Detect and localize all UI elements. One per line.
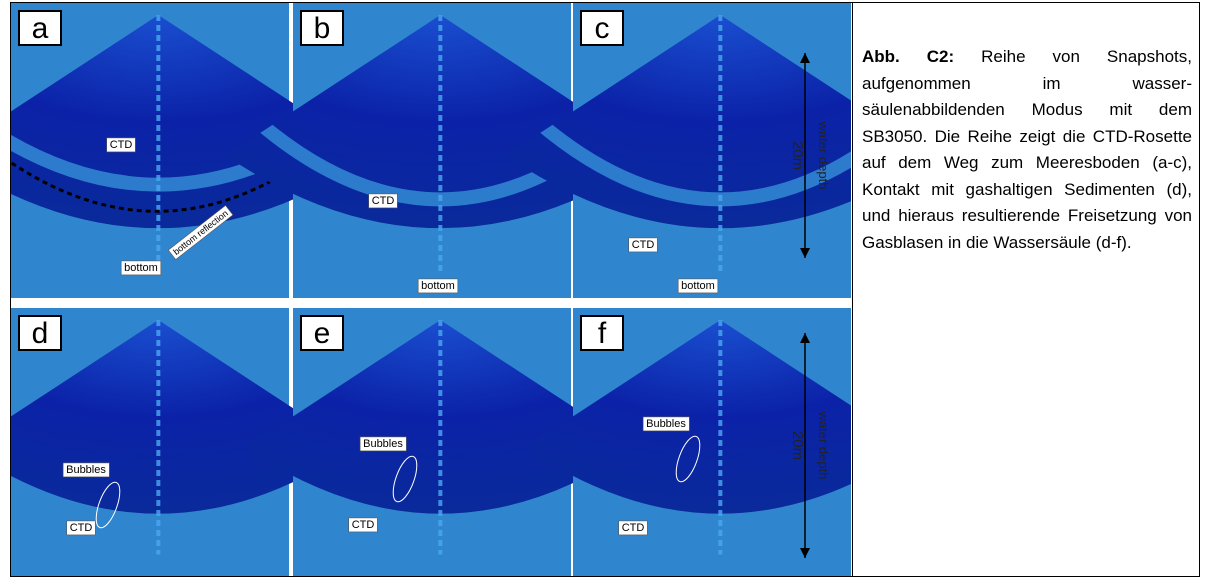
- annotation: CTD: [622, 522, 645, 534]
- annotation: CTD: [110, 139, 133, 151]
- scale-label: water depth: [816, 411, 831, 480]
- caption-title: Abb. C2:: [862, 47, 954, 66]
- divider: [852, 2, 853, 577]
- annotation: CTD: [70, 522, 93, 534]
- annotation: Bubbles: [646, 418, 686, 430]
- panel: f Bubbles CTD water depth 20m: [525, 308, 851, 576]
- panel-letter: b: [314, 12, 331, 45]
- annotation: Bubbles: [363, 438, 403, 450]
- annotation: CTD: [372, 195, 395, 207]
- panel-letter: c: [595, 12, 610, 45]
- scale-label: water depth: [816, 121, 831, 190]
- scale-length: 20m: [789, 141, 806, 170]
- annotation: Bubbles: [66, 464, 106, 476]
- panel-letter: a: [32, 12, 49, 45]
- page: aCTDbottom reflectionbottombCTDbottomcCT…: [0, 0, 1206, 579]
- panel-letter: d: [32, 317, 49, 350]
- annotation: CTD: [352, 519, 375, 531]
- annotation: bottom: [421, 280, 455, 292]
- annotation: bottom: [681, 280, 715, 292]
- caption-text: Reihe von Snapshots, aufgenommen im wass…: [862, 47, 1192, 252]
- annotation: bottom: [124, 262, 158, 274]
- caption: Abb. C2: Reihe von Snapshots, aufgenomme…: [862, 44, 1192, 256]
- annotation: CTD: [632, 239, 655, 251]
- panel-letter: f: [598, 317, 607, 350]
- panel-letter: e: [314, 317, 331, 350]
- scale-length: 20m: [789, 431, 806, 460]
